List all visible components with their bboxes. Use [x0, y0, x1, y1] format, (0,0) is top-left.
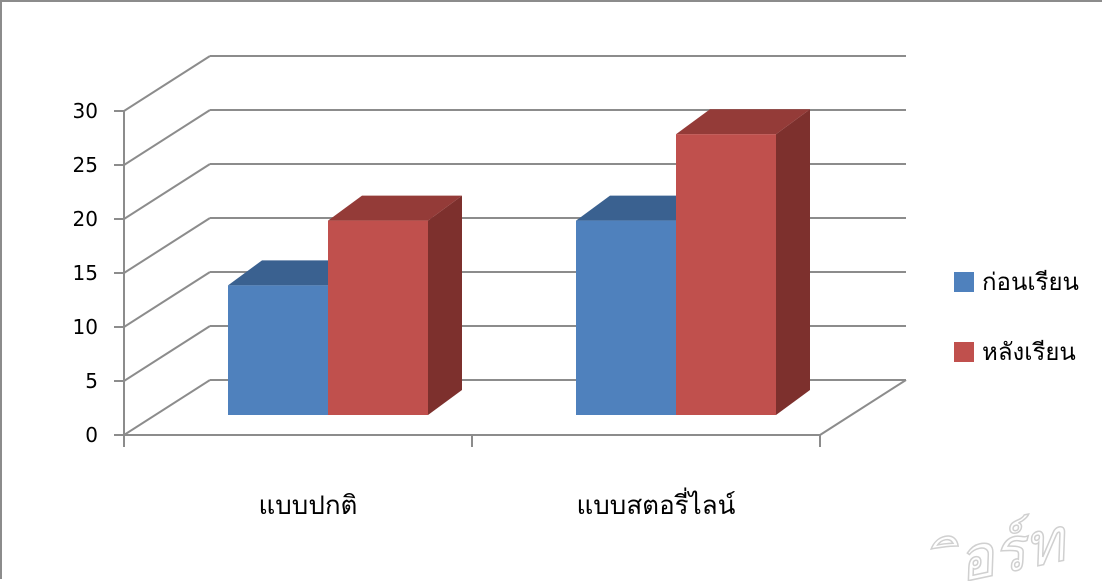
bars [228, 109, 810, 415]
y-tick-label: 10 [73, 315, 98, 339]
bar [676, 109, 810, 415]
watermark-text: ิอร์ท [927, 505, 1075, 581]
y-tick-label: 20 [73, 207, 98, 231]
category-label: แบบสตอรี่ไลน์ [577, 487, 736, 521]
bar-top-face [328, 195, 462, 221]
gridline-side [123, 109, 211, 166]
legend-item: หลังเรียน [954, 338, 1076, 366]
y-tick-label: 30 [73, 99, 98, 123]
y-tick-label: 0 [85, 423, 98, 447]
y-tick-label: 5 [85, 369, 98, 393]
y-tick-label: 15 [73, 261, 98, 285]
y-tick-label: 25 [73, 153, 98, 177]
gridline-side [123, 325, 211, 382]
bar-front-face [328, 220, 428, 415]
bar-top-face [676, 109, 810, 135]
bar-front-face [576, 220, 676, 415]
legend-item: ก่อนเรียน [954, 268, 1079, 296]
legend-label: หลังเรียน [982, 338, 1076, 366]
gridline-side [123, 379, 211, 436]
legend-swatch [954, 272, 974, 292]
bar-side-face [428, 195, 462, 415]
bar-front-face [676, 134, 776, 415]
gridline-side [123, 217, 211, 274]
axes [114, 110, 821, 447]
legend-swatch [954, 342, 974, 362]
bar-side-face [776, 109, 810, 415]
y-tick-labels: 0 5 10 15 20 25 30 [73, 99, 98, 447]
bar-front-face [228, 285, 328, 415]
legend-label: ก่อนเรียน [982, 268, 1079, 296]
bar [328, 195, 462, 415]
gridline-side [123, 271, 211, 328]
category-label: แบบปกติ [259, 491, 358, 521]
floor-right-edge [819, 379, 907, 436]
gridline-side [123, 163, 211, 220]
gridline-side [123, 55, 211, 112]
category-labels: แบบปกติ แบบสตอรี่ไลน์ [259, 487, 736, 521]
